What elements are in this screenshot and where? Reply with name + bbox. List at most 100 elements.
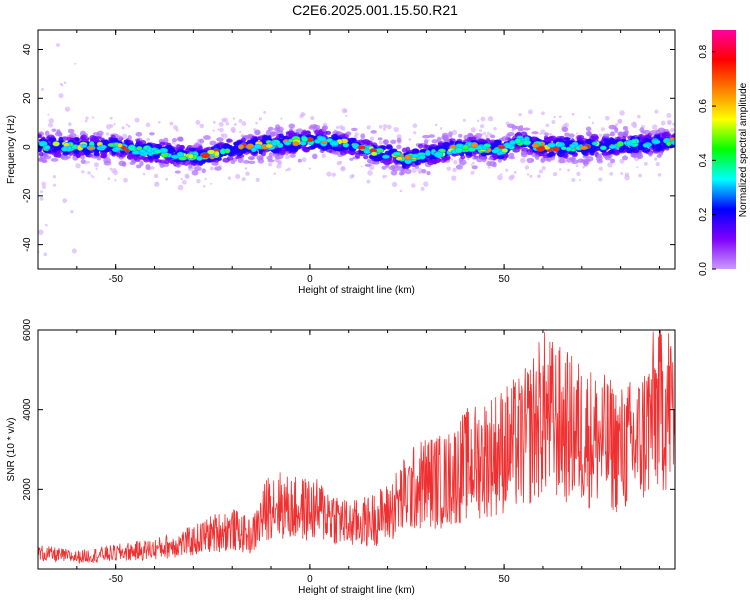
- spectrogram-speckle: [43, 252, 48, 257]
- spectrogram-xtick-label: -50: [108, 274, 123, 285]
- spectrogram-halo: [401, 147, 408, 153]
- spectrogram-speckle: [238, 130, 242, 134]
- spectrogram-halo: [289, 153, 296, 158]
- spectrogram-halo: [237, 157, 244, 164]
- spectrogram-speckle: [508, 175, 514, 181]
- spectrogram-xtick-label: 0: [307, 274, 313, 285]
- spectrogram-halo: [448, 131, 453, 138]
- spectrogram-speckle: [396, 134, 402, 140]
- spectrogram-halo: [139, 160, 144, 167]
- spectrogram-speckle: [202, 184, 206, 188]
- spectrogram-halo: [127, 154, 136, 160]
- spectrogram-speckle: [123, 177, 128, 183]
- spectrogram-speckle: [578, 179, 582, 182]
- spectrogram-speckle: [571, 112, 575, 116]
- spectrogram-speckle: [326, 171, 332, 177]
- spectrogram-halo: [158, 159, 166, 164]
- spectrogram-speckle: [541, 111, 545, 116]
- spectrogram-speckle: [218, 121, 224, 127]
- spectrogram-speckle: [378, 124, 383, 129]
- spectrogram-ytick-label: 20: [22, 92, 33, 104]
- spectrogram-core: [557, 152, 565, 157]
- spectrogram-speckle: [488, 116, 494, 122]
- spectrogram-speckle: [217, 128, 220, 131]
- spectrogram-halo: [321, 126, 327, 132]
- spectrogram-halo: [596, 159, 603, 164]
- spectrogram-peak: [483, 143, 492, 149]
- spectrogram-halo: [116, 135, 123, 141]
- spectrogram-speckle: [349, 174, 354, 179]
- spectrogram-halo: [585, 126, 592, 132]
- spectrogram-peak: [139, 149, 146, 154]
- snr-series-line: [38, 330, 675, 564]
- spectrogram-peak: [470, 142, 479, 148]
- spectrogram-peak: [522, 139, 532, 146]
- spectrogram-halo: [471, 136, 477, 142]
- spectrogram-halo: [426, 171, 431, 176]
- spectrogram-ytick-label: 0: [22, 144, 33, 150]
- spectrogram-halo: [517, 127, 524, 132]
- spectrogram-halo: [300, 131, 307, 136]
- spectrogram-halo: [558, 158, 566, 164]
- spectrogram-peak: [491, 148, 500, 154]
- spectrogram-peak: [329, 140, 339, 147]
- spectrogram-speckle: [655, 161, 660, 167]
- spectrogram-core: [71, 149, 80, 154]
- spectrogram-peak: [433, 151, 444, 158]
- spectrogram-halo: [658, 151, 664, 157]
- spectrogram-speckle: [366, 179, 371, 184]
- spectrogram-halo: [514, 125, 521, 130]
- spectrogram-core: [331, 134, 338, 140]
- spectrogram-speckle: [552, 171, 558, 177]
- spectrogram-speckle: [48, 122, 53, 128]
- spectrogram-halo: [267, 159, 275, 163]
- snr-ytick-label: 6000: [22, 318, 33, 341]
- spectrogram-speckle: [479, 124, 485, 129]
- spectrogram-halo: [174, 170, 181, 174]
- spectrogram-halo: [564, 132, 570, 137]
- spectrogram-speckle: [539, 132, 542, 135]
- spectrogram-speckle: [195, 119, 201, 125]
- spectrogram-halo: [520, 150, 528, 156]
- spectrogram-speckle: [86, 160, 90, 164]
- spectrogram-speckle: [470, 163, 473, 166]
- spectrogram-halo: [38, 134, 42, 139]
- colorbar: 0.0 0.2 0.4 0.6 0.8 Normalized spectral ampli…: [698, 30, 749, 276]
- spectrogram-speckle: [285, 168, 288, 172]
- spectrogram-halo: [585, 156, 594, 162]
- spectrogram-halo: [211, 162, 219, 166]
- spectrogram-speckle: [630, 121, 637, 127]
- spectrogram-speckle: [598, 177, 603, 182]
- spectrogram-speckle: [643, 161, 648, 166]
- spectrogram-halo: [361, 139, 368, 145]
- snr-ytick-label: 4000: [22, 398, 33, 421]
- spectrogram-speckle: [310, 116, 315, 121]
- spectrogram-halo: [632, 152, 639, 158]
- spectrogram-peak: [418, 154, 426, 160]
- snr-xtick-label: -50: [108, 574, 123, 585]
- spectrogram-speckle: [227, 176, 232, 180]
- spectrogram-halo: [127, 135, 132, 141]
- snr-ylabel: SNR (10 * v/v): [6, 418, 17, 482]
- spectrogram-peak: [381, 154, 390, 159]
- spectrogram-speckle: [181, 179, 187, 185]
- spectrogram-halo: [80, 134, 87, 141]
- spectrogram-core: [275, 148, 283, 152]
- spectrogram-speckle: [209, 166, 214, 171]
- spectrogram-halo: [242, 160, 250, 164]
- spectrogram-halo: [414, 165, 419, 169]
- spectrogram-speckle: [439, 127, 443, 130]
- spectrogram-core: [637, 145, 645, 151]
- spectrogram-peak: [271, 141, 278, 146]
- spectrogram-speckle: [564, 122, 569, 128]
- spectrogram-speckle: [654, 109, 659, 114]
- spectrogram-speckle: [582, 165, 585, 169]
- spectrogram-speckle: [263, 111, 267, 114]
- spectrogram-core: [58, 137, 64, 142]
- spectrogram-speckle: [408, 138, 412, 141]
- spectrogram-speckle: [453, 160, 458, 165]
- spectrogram-peak: [599, 145, 607, 151]
- spectrogram-halo: [145, 164, 151, 170]
- spectrogram-core: [642, 147, 651, 153]
